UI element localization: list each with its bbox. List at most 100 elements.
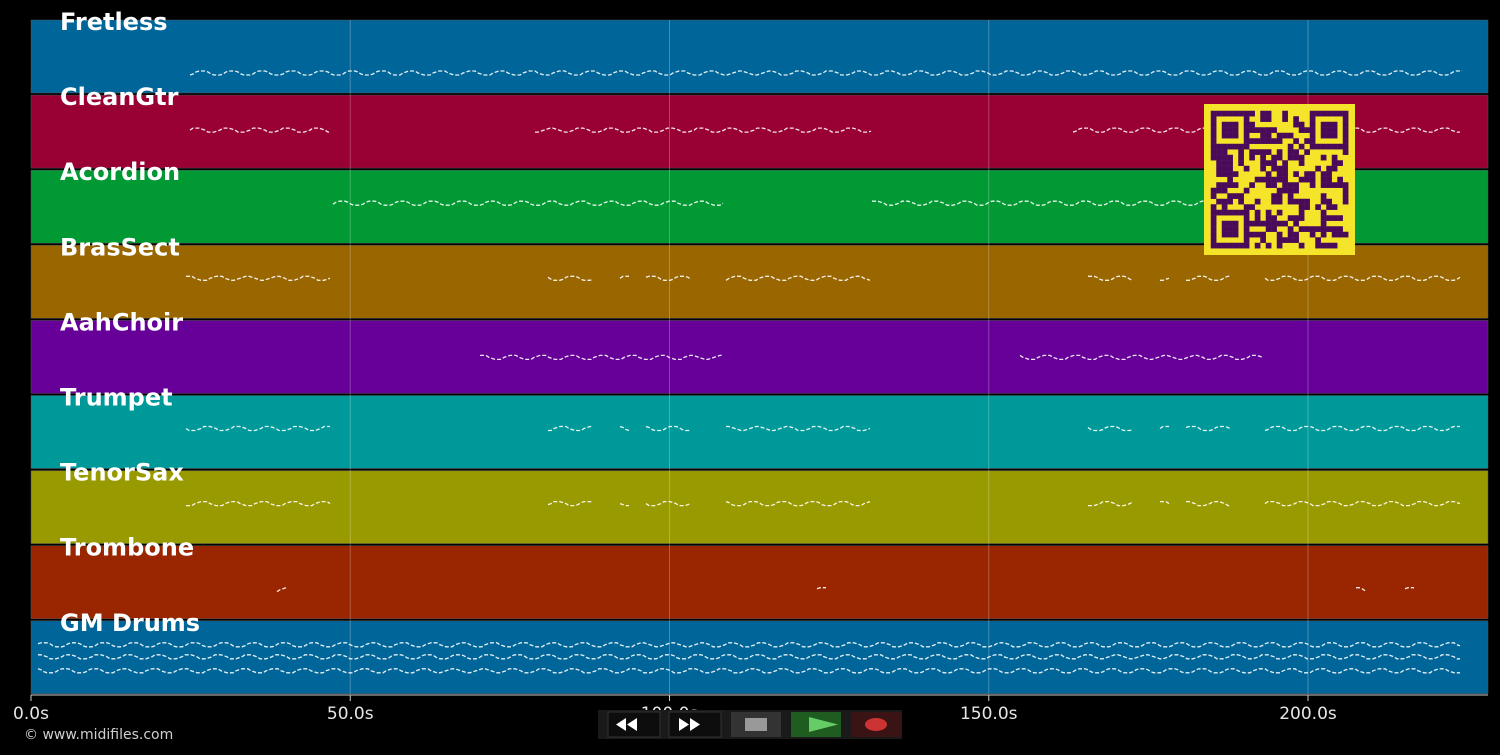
qr-module [1320, 127, 1327, 133]
note-trace [1264, 500, 1461, 507]
qr-module [1342, 187, 1349, 194]
qr-module [1265, 182, 1272, 188]
qr-module [1232, 193, 1239, 199]
track-name: GM Drums [60, 609, 200, 637]
qr-module [1337, 182, 1343, 188]
qr-module [1260, 176, 1266, 183]
qr-module [1221, 149, 1228, 155]
qr-module [1210, 143, 1217, 150]
qr-module [1243, 209, 1250, 216]
note-trace [619, 502, 629, 507]
qr-module [1326, 204, 1332, 210]
qr-module [1304, 138, 1310, 144]
qr-module [1271, 165, 1277, 172]
track-name: Trumpet [60, 384, 173, 412]
note-trace [619, 275, 629, 279]
qr-module [1298, 215, 1305, 221]
qr-module [1254, 138, 1261, 144]
qr-module [1254, 149, 1261, 155]
qr-module [1260, 231, 1266, 238]
qr-module [1298, 160, 1305, 166]
qr-module [1342, 182, 1349, 188]
qr-module [1216, 160, 1222, 166]
qr-module [1293, 187, 1299, 194]
qr-module [1342, 231, 1349, 238]
qr-module [1276, 198, 1283, 205]
note-trace [547, 275, 594, 281]
note-trace [189, 70, 1462, 76]
qr-module [1221, 198, 1228, 205]
qr-module [1249, 149, 1255, 155]
tick-label: 200.0s [1279, 704, 1337, 724]
qr-module [1221, 242, 1228, 249]
qr-module [1337, 215, 1343, 221]
qr-module [1293, 215, 1299, 221]
qr-module [1326, 198, 1332, 205]
qr-module [1276, 165, 1283, 172]
qr-module [1265, 127, 1272, 133]
qr-module [1309, 226, 1316, 232]
qr-module [1243, 127, 1250, 133]
qr-module [1260, 237, 1266, 243]
stop-button[interactable] [731, 712, 781, 737]
qr-module [1260, 220, 1266, 227]
qr-module [1243, 226, 1250, 232]
qr-module [1276, 209, 1283, 216]
qr-module [1227, 231, 1233, 238]
qr-module [1227, 121, 1233, 128]
qr-module [1265, 138, 1272, 144]
qr-module [1304, 149, 1310, 155]
qr-module [1221, 231, 1228, 238]
qr-module [1221, 209, 1228, 216]
track-name: Acordion [60, 158, 180, 186]
play-button[interactable] [791, 712, 841, 737]
qr-module [1315, 165, 1321, 172]
qr-module [1265, 171, 1272, 177]
qr-module [1287, 198, 1294, 205]
tick-label: 150.0s [960, 704, 1018, 724]
qr-module [1282, 237, 1288, 243]
track-lane [30, 395, 1489, 469]
track-lane [30, 470, 1489, 544]
qr-module [1216, 165, 1222, 172]
qr-module [1227, 209, 1233, 216]
qr-module [1320, 209, 1327, 216]
qr-module [1271, 226, 1277, 232]
qr-module [1265, 149, 1272, 155]
qr-module [1249, 182, 1255, 188]
qr-module [1243, 143, 1250, 150]
note-trace [38, 654, 1460, 660]
track-lane [30, 19, 1489, 94]
record-button[interactable] [851, 712, 901, 737]
qr-module [1216, 154, 1222, 161]
note-trace [548, 425, 593, 432]
qr-module [1315, 110, 1321, 117]
qr-module [1243, 237, 1250, 243]
qr-module [1320, 132, 1327, 139]
qr-module [1221, 127, 1228, 133]
note-trace [1186, 500, 1231, 507]
qr-module [1298, 143, 1305, 150]
qr-module [1232, 226, 1239, 232]
qr-module [1342, 127, 1349, 133]
qr-module [1271, 198, 1277, 205]
note-trace [1186, 275, 1231, 281]
qr-module [1227, 143, 1233, 150]
qr-module [1282, 187, 1288, 194]
qr-module [1271, 127, 1277, 133]
qr-module [1210, 121, 1217, 128]
qr-module [1265, 209, 1272, 216]
note-trace [1185, 425, 1232, 432]
track-name: Fretless [60, 8, 168, 36]
qr-module [1227, 165, 1233, 172]
qr-module [1342, 193, 1349, 199]
note-trace [872, 200, 1263, 206]
qr-module [1293, 231, 1299, 238]
rewind-button[interactable] [607, 711, 661, 738]
forward-button[interactable] [668, 711, 722, 738]
notes [37, 70, 1462, 674]
qr-module [1298, 204, 1305, 210]
tick-label: 0.0s [13, 704, 49, 724]
qr-module [1227, 171, 1233, 177]
